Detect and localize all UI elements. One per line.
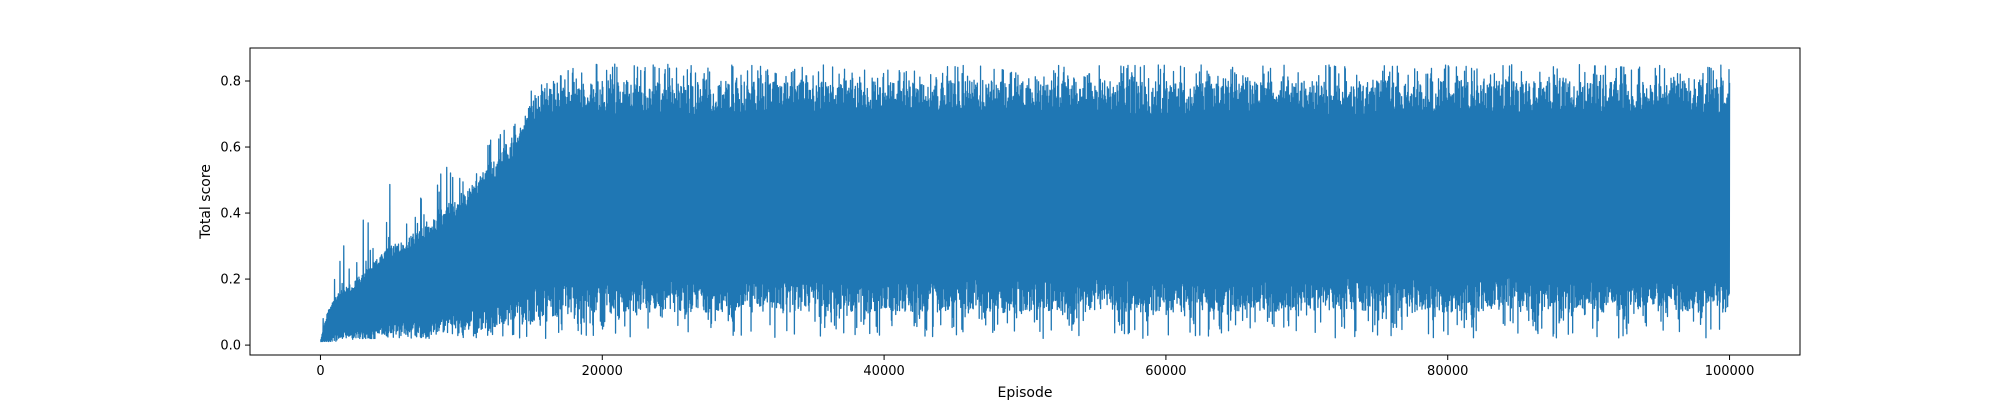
y-axis-label: Total score [198,164,214,240]
x-axis-label: Episode [998,385,1053,400]
y-tick-label: 0.2 [220,273,241,288]
series-layer [320,63,1731,343]
x-tick-label: 100000 [1705,364,1755,379]
x-tick-label: 20000 [582,364,623,379]
x-tick-label: 60000 [1145,364,1186,379]
y-tick-label: 0.8 [220,75,241,90]
y-tick-label: 0.4 [220,207,241,222]
y-axis: 0.0 0.2 0.4 0.6 0.8 [220,75,250,354]
x-tick-label: 0 [316,364,324,379]
y-tick-label: 0.0 [220,339,241,354]
series-line [320,63,1731,343]
x-tick-label: 40000 [863,364,904,379]
x-tick-label: 80000 [1427,364,1468,379]
y-tick-label: 0.6 [220,141,241,156]
plot-frame [249,47,1801,356]
x-axis: 0 20000 40000 60000 80000 100000 [316,355,1754,379]
